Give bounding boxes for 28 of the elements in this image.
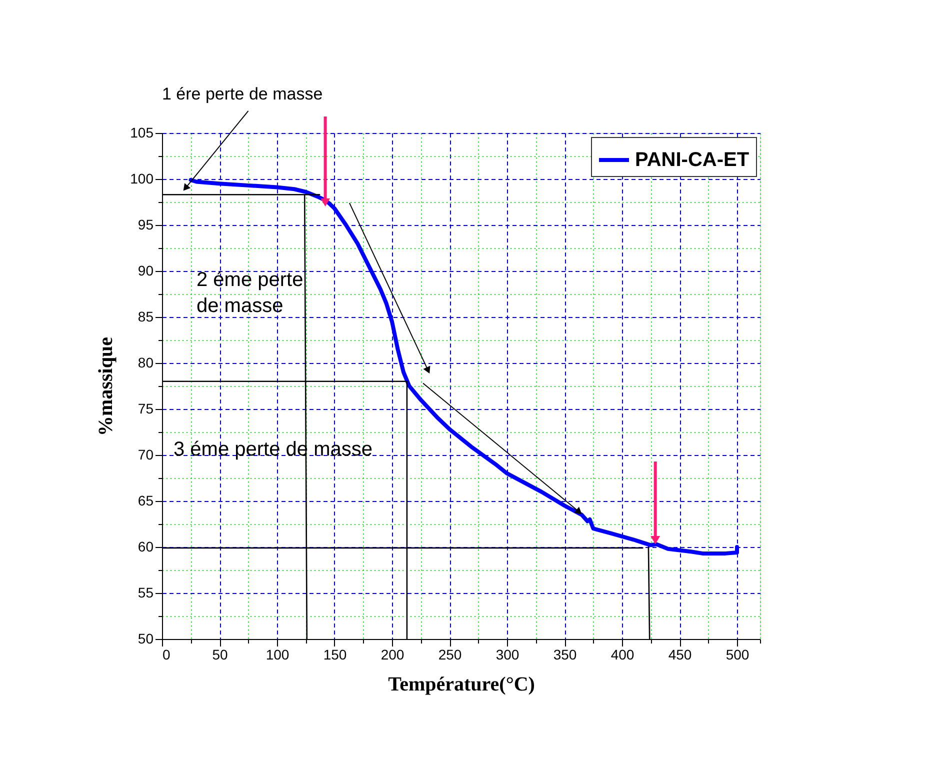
x-tick-label: 450 bbox=[668, 646, 692, 662]
x-tick-label: 250 bbox=[438, 646, 462, 662]
y-tick-label: 90 bbox=[138, 262, 154, 278]
y-tick-label: 80 bbox=[138, 354, 154, 370]
y-tick-label: 100 bbox=[130, 170, 154, 186]
y-tick-label: 105 bbox=[130, 124, 154, 140]
x-tick-label: 300 bbox=[496, 646, 520, 662]
x-tick-label: 100 bbox=[266, 646, 290, 662]
x-tick-label: 400 bbox=[610, 646, 634, 662]
x-tick-label: 500 bbox=[726, 646, 750, 662]
y-tick-label: 55 bbox=[138, 584, 154, 600]
x-tick-label: 50 bbox=[212, 646, 228, 662]
y-tick-label: 95 bbox=[138, 216, 154, 232]
y-axis-title: %massique bbox=[95, 336, 118, 436]
x-tick-label: 0 bbox=[162, 646, 170, 662]
x-tick-label: 200 bbox=[380, 646, 404, 662]
annotation: 2 éme perte de masse bbox=[196, 269, 304, 318]
x-tick-label: 150 bbox=[323, 646, 347, 662]
annotation: 1 ére perte de masse bbox=[162, 84, 323, 104]
y-tick-label: 75 bbox=[138, 400, 154, 416]
y-tick-label: 65 bbox=[138, 492, 154, 508]
y-tick-label: 85 bbox=[138, 308, 154, 324]
x-tick-label: 350 bbox=[553, 646, 577, 662]
y-tick-label: 70 bbox=[138, 446, 154, 462]
y-tick-label: 60 bbox=[138, 538, 154, 554]
legend-label: PANI-CA-ET bbox=[635, 149, 750, 171]
y-tick-label: 50 bbox=[138, 630, 154, 646]
x-axis-title: Température(°C) bbox=[388, 674, 535, 696]
